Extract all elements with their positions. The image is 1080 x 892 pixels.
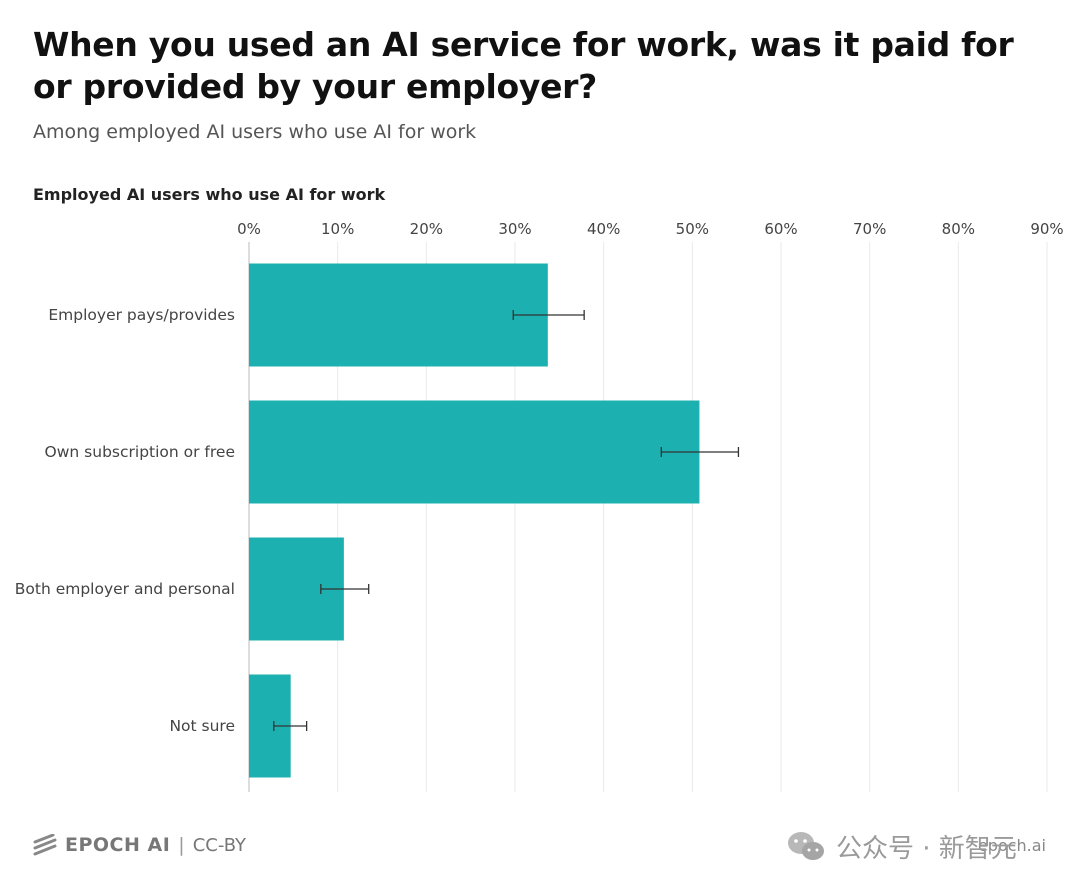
x-tick-label: 80%: [942, 220, 975, 238]
watermark: 公众号 · 新智元: [786, 828, 1017, 865]
x-tick-label: 70%: [853, 220, 886, 238]
footer-separator: |: [178, 834, 185, 856]
epoch-logo-icon: [33, 834, 57, 856]
epoch-logo: EPOCH AI | CC-BY: [33, 832, 246, 858]
bar: [249, 400, 700, 504]
category-label: Employer pays/provides: [48, 306, 235, 324]
chart-title: When you used an AI service for work, wa…: [33, 25, 1014, 106]
bar-chart: 0% 10% 20% 30% 40% 50% 60% 70% 80% 90% Employer pa…: [15, 220, 1064, 792]
x-tick-label: 50%: [676, 220, 709, 238]
x-tick-label: 60%: [764, 220, 797, 238]
category-label: Both employer and personal: [15, 580, 235, 598]
brand-name: EPOCH AI: [65, 834, 171, 856]
x-tick-label: 40%: [587, 220, 620, 238]
x-tick-label: 10%: [321, 220, 354, 238]
x-tick-label: 0%: [237, 220, 261, 238]
site-url: epoch.ai: [977, 836, 1046, 855]
bar: [249, 263, 548, 367]
watermark-text: 公众号 · 新智元: [836, 834, 1017, 864]
category-label: Not sure: [169, 717, 235, 735]
wechat-icon: [788, 831, 824, 860]
license-label: CC-BY: [192, 834, 247, 856]
x-tick-label: 30%: [498, 220, 531, 238]
x-tick-label: 20%: [410, 220, 443, 238]
category-label: Own subscription or free: [45, 443, 235, 461]
chart-subtitle: Among employed AI users who use AI for w…: [33, 121, 477, 143]
x-tick-label: 90%: [1030, 220, 1063, 238]
panel-title: Employed AI users who use AI for work: [33, 185, 386, 204]
